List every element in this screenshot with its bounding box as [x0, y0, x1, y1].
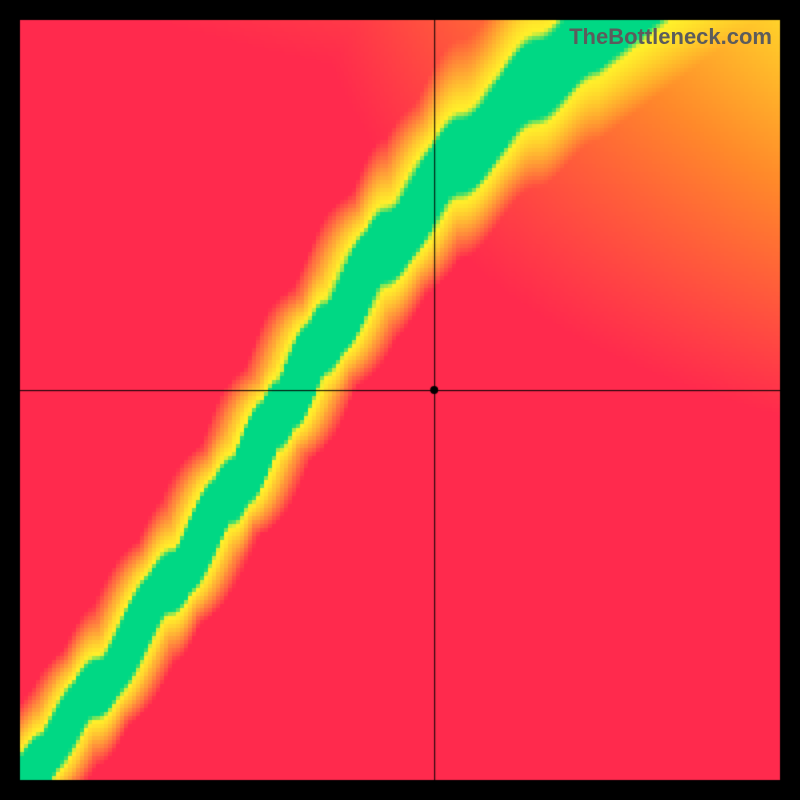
chart-container: TheBottleneck.com [0, 0, 800, 800]
watermark-text: TheBottleneck.com [569, 24, 772, 50]
bottleneck-heatmap-canvas [0, 0, 800, 800]
